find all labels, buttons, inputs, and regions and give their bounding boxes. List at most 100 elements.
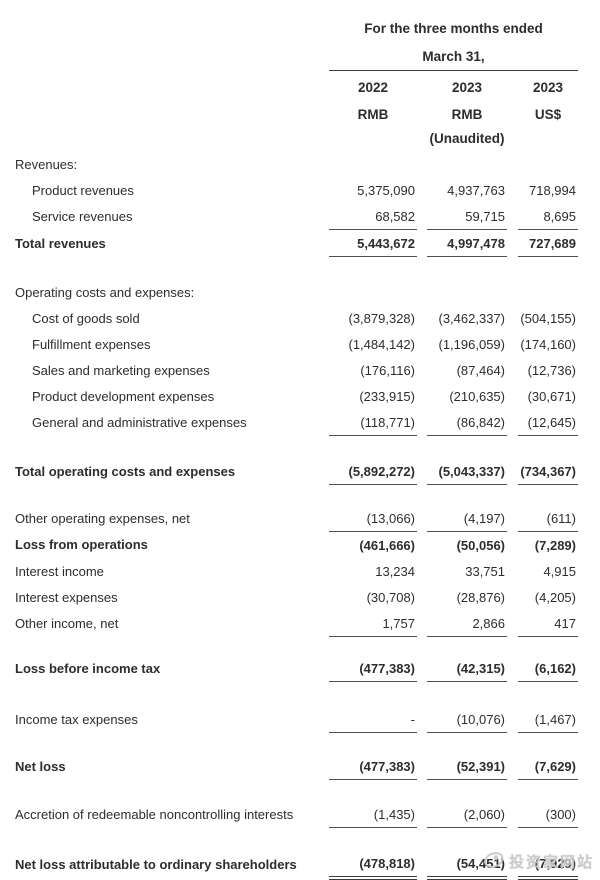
cell-value: (30,708) — [366, 589, 415, 605]
cell-value: (3,462,337) — [438, 310, 506, 326]
table-row: Product revenues 5,375,090 4,937,763 718,99… — [15, 177, 578, 203]
cell-value: (210,635) — [449, 388, 505, 404]
column-gap — [507, 655, 518, 682]
column-gap — [417, 505, 427, 532]
column-gap — [507, 103, 518, 125]
column-gap — [417, 230, 427, 257]
column-gap — [507, 357, 518, 383]
cell-value: 8,695 — [518, 203, 578, 230]
cell-value — [518, 279, 578, 305]
header-years-row: 2022 2023 2023 — [15, 71, 578, 104]
cell-value: (12,736) — [527, 362, 576, 378]
cell-value — [518, 151, 578, 177]
table-row: Interest income 13,234 33,751 4,915 — [15, 558, 578, 584]
table-row: Net loss (477,383) (52,391) (7,629) — [15, 753, 578, 780]
column-gap — [507, 230, 518, 257]
cell-value: (1,467) — [518, 706, 578, 733]
column-gap — [507, 753, 518, 780]
cell-value: (54,451) — [427, 850, 507, 880]
column-gap — [507, 558, 518, 584]
cell-value: (4,205) — [534, 589, 576, 605]
column-gap — [417, 458, 427, 485]
cell-value: (42,315) — [427, 655, 507, 682]
column-gap — [507, 151, 518, 177]
table-row: Revenues: — [15, 151, 578, 177]
cell-value: (477,383) — [329, 753, 417, 780]
column-gap — [417, 753, 427, 780]
spacer-row — [15, 436, 578, 459]
cell-value: (1,484,142) — [348, 336, 416, 352]
cell-value: (4,197) — [427, 505, 507, 532]
cell-value: (611) — [518, 505, 578, 532]
spacer-row — [15, 780, 578, 802]
cell-value: (233,915) — [359, 388, 415, 404]
cell-value: - — [329, 706, 417, 733]
cell-value: (461,666) — [359, 537, 415, 553]
cell-value: (2,060) — [427, 801, 507, 828]
cell-value — [329, 151, 417, 177]
table-title-line1: For the three months ended — [364, 20, 543, 36]
spacer-cell — [15, 257, 578, 280]
row-label: General and administrative expenses — [32, 414, 247, 430]
row-label: Total operating costs and expenses — [15, 463, 236, 479]
table-row: Loss from operations (461,666) (50,056) (7,… — [15, 532, 578, 559]
column-gap — [507, 532, 518, 559]
column-gap — [417, 305, 427, 331]
column-gap — [507, 305, 518, 331]
cell-value: (87,464) — [456, 362, 505, 378]
cell-value: (7,289) — [534, 537, 576, 553]
header-title-row: For the three months ended — [15, 14, 578, 42]
cell-value: (52,391) — [427, 753, 507, 780]
row-label: Net loss — [15, 758, 66, 774]
spacer-row — [15, 485, 578, 506]
cell-value: 5,375,090 — [357, 182, 415, 198]
spacer-row — [15, 682, 578, 707]
column-gap — [507, 331, 518, 357]
column-gap — [417, 558, 427, 584]
header-empty-cell — [15, 125, 329, 151]
column-gap — [417, 125, 427, 151]
column-currency-rmb-1: RMB — [357, 106, 389, 122]
row-label: Fulfillment expenses — [32, 336, 151, 352]
column-gap — [417, 850, 427, 878]
row-label: Other operating expenses, net — [15, 510, 190, 526]
income-statement-table: For the three months ended March 31, 202… — [15, 14, 578, 880]
column-year-2023-rmb: 2023 — [451, 79, 483, 95]
spacer-row — [15, 828, 578, 851]
spacer-cell — [15, 780, 578, 802]
header-empty-cell — [329, 125, 417, 151]
table-row: Cost of goods sold (3,879,328) (3,462,337)… — [15, 305, 578, 331]
cell-value: 5,443,672 — [329, 229, 417, 257]
spacer-row — [15, 637, 578, 656]
table-title-line2: March 31, — [329, 42, 578, 71]
column-gap — [507, 610, 518, 637]
row-label: Income tax expenses — [15, 711, 138, 727]
cell-value — [427, 279, 507, 305]
column-gap — [507, 383, 518, 409]
cell-value: (300) — [518, 801, 578, 828]
column-currency-usd: US$ — [534, 106, 562, 122]
cell-value: 718,994 — [529, 182, 576, 198]
row-label: Total revenues — [15, 235, 106, 251]
column-gap — [417, 203, 427, 230]
cell-value: 59,715 — [427, 203, 507, 230]
row-label: Sales and marketing expenses — [32, 362, 210, 378]
cell-value: 33,751 — [465, 563, 505, 579]
table-row: Loss before income tax (477,383) (42,315) (… — [15, 655, 578, 682]
table-row: Sales and marketing expenses (176,116) (87… — [15, 357, 578, 383]
column-gap — [417, 655, 427, 682]
column-gap — [417, 706, 427, 733]
cell-value: (12,645) — [518, 409, 578, 436]
spacer-cell — [15, 733, 578, 754]
table-row: Accretion of redeemable noncontrolling i… — [15, 801, 578, 828]
row-label: Other income, net — [15, 615, 119, 631]
row-label: Net loss attributable to ordinary shareh… — [15, 856, 297, 872]
cell-value: (504,155) — [520, 310, 576, 326]
table-row: Net loss attributable to ordinary shareh… — [15, 850, 578, 880]
cell-value — [427, 151, 507, 177]
column-gap — [507, 203, 518, 230]
header-currencies-row: RMB RMB US$ — [15, 103, 578, 125]
column-year-2022: 2022 — [357, 79, 389, 95]
cell-value: 13,234 — [375, 563, 415, 579]
unaudited-note: (Unaudited) — [429, 130, 505, 146]
